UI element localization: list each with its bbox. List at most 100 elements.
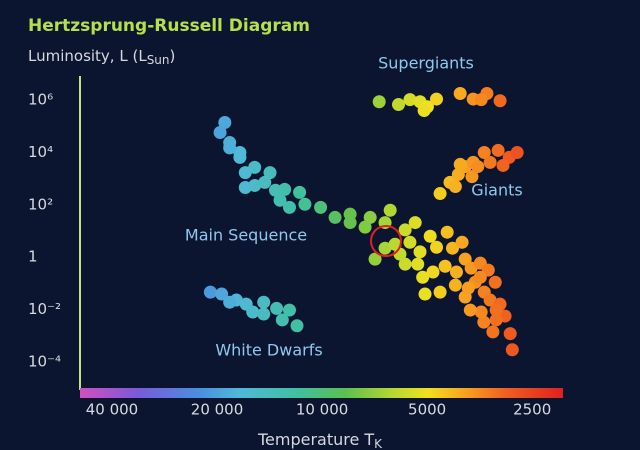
star-point	[270, 301, 284, 315]
x-tick-label: 10 000	[296, 401, 349, 419]
y-label-sub: Sun	[147, 53, 170, 67]
x-tick-label: 2500	[513, 401, 551, 419]
group-label: Main Sequence	[185, 226, 307, 245]
star-point	[408, 216, 422, 230]
star-point	[486, 325, 500, 339]
star-point	[433, 285, 447, 299]
star-point	[473, 270, 487, 284]
chart-title: Hertzsprung-Russell Diagram	[28, 16, 310, 36]
star-point	[368, 252, 382, 266]
star-point	[257, 307, 271, 321]
star-point	[477, 146, 491, 159]
star-point	[489, 303, 503, 317]
star-point	[493, 94, 507, 108]
star-point	[328, 210, 342, 224]
star-point	[430, 240, 444, 254]
star-point	[293, 185, 307, 199]
star-point	[393, 247, 407, 261]
star-point	[474, 305, 488, 319]
star-point	[445, 241, 459, 255]
star-point	[257, 295, 271, 309]
star-point	[483, 155, 497, 169]
star-point	[496, 158, 510, 172]
star-point	[465, 170, 479, 184]
star-point	[403, 93, 417, 107]
star-point	[426, 265, 440, 279]
x-label-sub: K	[374, 437, 383, 450]
x-tick-label: 20 000	[191, 401, 244, 419]
star-point	[418, 287, 432, 301]
y-axis-label: Luminosity, L (LSun)	[28, 47, 175, 67]
color-bar	[80, 388, 563, 398]
y-tick-label: 10⁴	[28, 143, 53, 161]
star-point	[223, 295, 237, 309]
x-tick-label: 40 000	[86, 401, 139, 419]
star-point	[246, 305, 260, 319]
star-point	[223, 141, 237, 155]
y-tick-label: 10⁻²	[28, 300, 61, 318]
star-point	[423, 229, 437, 243]
sun-highlight	[370, 225, 402, 257]
y-tick-label: 10⁻⁴	[28, 352, 61, 370]
star-point	[278, 182, 292, 196]
star-point	[403, 235, 417, 249]
y-label-end: )	[170, 47, 176, 65]
star-point	[203, 285, 217, 299]
x-label-text: Temperature T	[257, 430, 374, 449]
star-point	[282, 303, 296, 317]
star-point	[263, 166, 277, 180]
star-point	[411, 257, 425, 271]
star-point	[413, 245, 427, 259]
y-label-text: Luminosity, L (L	[28, 47, 147, 65]
star-point	[378, 241, 392, 255]
star-point	[218, 116, 232, 130]
star-point	[238, 166, 252, 180]
y-tick-label: 1	[28, 248, 38, 266]
star-point	[455, 235, 469, 249]
star-point	[372, 95, 386, 109]
star-point	[383, 203, 397, 217]
star-point	[416, 270, 430, 284]
points	[203, 86, 524, 357]
star-point	[474, 93, 488, 107]
x-tick-label: 5000	[408, 401, 446, 419]
star-point	[505, 343, 519, 357]
group-label: Supergiants	[378, 54, 474, 73]
star-point	[248, 178, 262, 192]
star-point	[391, 98, 405, 112]
star-point	[433, 187, 447, 201]
star-point	[282, 200, 296, 214]
star-point	[398, 223, 412, 237]
star-point	[477, 315, 491, 329]
star-point	[503, 327, 517, 341]
star-point	[233, 150, 247, 164]
star-point	[461, 281, 475, 295]
star-point	[440, 225, 454, 239]
star-point	[488, 275, 502, 289]
star-point	[398, 257, 412, 271]
star-point	[298, 197, 312, 211]
star-point	[430, 92, 444, 106]
star-point	[449, 265, 463, 279]
y-tick-label: 10²	[28, 195, 53, 213]
star-point	[215, 287, 229, 301]
star-point	[258, 175, 272, 189]
star-point	[358, 220, 372, 234]
star-point	[489, 313, 503, 327]
star-point	[438, 259, 452, 273]
star-point	[275, 313, 289, 327]
star-point	[483, 293, 497, 307]
star-point	[273, 193, 287, 207]
star-point	[453, 86, 467, 100]
star-point	[448, 278, 462, 292]
group-label: Giants	[471, 181, 522, 200]
star-point	[388, 237, 402, 251]
star-point	[417, 104, 431, 118]
star-point	[314, 200, 328, 214]
star-point	[491, 143, 505, 157]
star-point	[363, 210, 377, 224]
star-point	[471, 160, 485, 174]
star-point	[448, 180, 462, 194]
